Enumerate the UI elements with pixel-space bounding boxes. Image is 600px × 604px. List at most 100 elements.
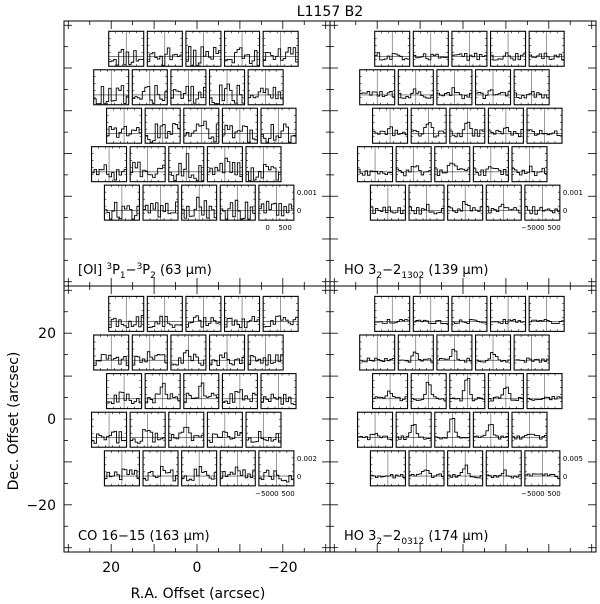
spectrum-box: [144, 107, 181, 144]
spectrum-box: [395, 411, 432, 448]
spectrum-box: [170, 69, 207, 106]
spectrum-line: [372, 390, 408, 402]
spectrum-box: [206, 411, 243, 448]
spectrum-box: [168, 146, 205, 183]
spectrum-box: [219, 450, 256, 487]
spectrum-box: [369, 184, 406, 221]
spectrum-box: [410, 373, 447, 410]
panel-label-part: −2: [382, 529, 401, 544]
x-axis-label: R.A. Offset (arcsec): [131, 586, 266, 602]
spectrum-line: [106, 391, 142, 405]
scale-x-label: 0: [540, 490, 544, 498]
spectrum-box: [449, 107, 486, 144]
spectrum-line: [374, 318, 410, 324]
panel-label-part: 3: [137, 262, 143, 272]
spectrum-line: [143, 201, 179, 218]
scale-x-label: 500: [278, 224, 291, 232]
spectrum-box: [408, 450, 445, 487]
spectrum-line: [451, 319, 487, 324]
spectrum-line: [370, 474, 406, 479]
spectrum-box: [374, 295, 411, 332]
spectrum-line: [130, 429, 166, 444]
spectrum-line: [207, 431, 243, 443]
spectrum-line: [185, 46, 221, 66]
y-axis-label: Dec. Offset (arcsec): [6, 352, 22, 491]
spectrum-line: [220, 466, 256, 479]
spectrum-box: [146, 30, 183, 67]
scale-x-label: 500: [281, 490, 294, 498]
spectrum-box: [356, 146, 394, 183]
panel-label-part: 2: [376, 537, 382, 547]
spectrum-box: [208, 69, 246, 106]
spectrum-line: [207, 157, 243, 178]
spectrum-line: [527, 129, 563, 137]
spectrum-box: [93, 334, 130, 371]
spectrum-box: [221, 373, 258, 410]
panel-label-part: [OI]: [78, 263, 106, 278]
spectrum-box: [245, 411, 282, 448]
spectrum-box: [474, 334, 512, 371]
panel-label-part: 3: [106, 262, 112, 272]
spectrum-box: [260, 373, 297, 410]
spectrum-line: [451, 52, 487, 61]
scale-x-label: 500: [547, 490, 560, 498]
spectrum-line: [93, 85, 129, 105]
panel-label: CO 16−15 (163 μm): [78, 529, 210, 544]
spectrum-line: [449, 378, 485, 402]
spectrum-box: [219, 184, 256, 221]
spectrum-box: [397, 334, 434, 371]
spectrum-line: [413, 319, 449, 325]
spectrum-box: [106, 373, 143, 410]
chart-title: L1157 B2: [297, 4, 363, 20]
spectrum-line: [396, 165, 432, 177]
spectrum-box: [372, 107, 409, 144]
spectrum-line: [434, 162, 470, 176]
panel-label-part: O 3: [354, 529, 377, 544]
spectrum-line: [209, 83, 245, 105]
spectrum-box: [359, 69, 396, 106]
spectrum-line: [436, 348, 472, 363]
spectrum-box: [524, 450, 561, 487]
spectrum-box: [472, 411, 509, 448]
scale-x-label: 0: [265, 224, 269, 232]
spectrum-box: [144, 373, 181, 410]
spectrum-line: [398, 351, 434, 363]
scale-y-label: 0: [297, 473, 301, 481]
spectrum-line: [185, 315, 221, 328]
spectrum-line: [132, 85, 168, 104]
spectrum-box: [410, 107, 447, 144]
spectrum-line: [108, 49, 144, 66]
spectrum-box: [146, 295, 183, 332]
spectrum-box: [129, 146, 166, 183]
spectrum-box: [181, 450, 218, 487]
spectrum-box: [485, 184, 522, 221]
spectrum-box: [489, 30, 527, 67]
spectrum-line: [524, 206, 560, 215]
spectrum-box: [369, 450, 406, 487]
spectrum-line: [490, 319, 526, 325]
spectrum-line: [147, 47, 183, 66]
spectrum-line: [490, 52, 526, 61]
spectrum-line: [258, 200, 294, 217]
spectrum-line: [246, 164, 281, 182]
spectrum-box: [451, 295, 488, 332]
spectrum-line: [222, 124, 258, 143]
spectrum-box: [185, 30, 222, 67]
scale-y-label: 0.001: [563, 189, 583, 197]
spectrum-line: [147, 315, 183, 328]
spectrum-box: [258, 184, 295, 221]
spectrum-box: [436, 69, 473, 106]
spectrum-line: [181, 466, 217, 482]
spectrum-box: [142, 184, 179, 221]
spectrum-line: [529, 318, 565, 325]
spectrum-line: [514, 357, 550, 363]
spectrum-box: [434, 146, 471, 183]
panel-label-part: −: [126, 263, 137, 278]
spectrum-line: [209, 352, 245, 367]
spectrum-line: [359, 91, 395, 98]
spectrum-box: [513, 334, 550, 371]
